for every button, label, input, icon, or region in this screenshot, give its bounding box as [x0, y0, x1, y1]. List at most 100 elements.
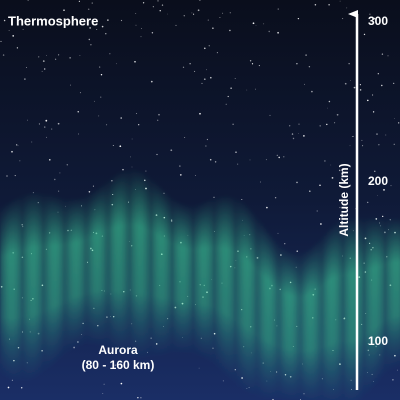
star	[135, 24, 137, 26]
star	[308, 65, 311, 68]
star	[54, 58, 57, 60]
star	[175, 24, 177, 26]
star	[100, 73, 103, 76]
aurora-ray	[117, 172, 120, 354]
star	[374, 170, 376, 172]
star	[377, 195, 379, 197]
aurora-ray	[228, 194, 231, 380]
star	[320, 223, 322, 225]
star	[328, 3, 330, 6]
star	[373, 17, 376, 20]
star	[114, 364, 116, 366]
aurora-ray	[45, 192, 48, 373]
aurora-ray	[372, 216, 375, 389]
star	[131, 166, 133, 168]
star	[303, 135, 305, 137]
star	[278, 156, 281, 159]
star	[101, 25, 104, 28]
star	[140, 27, 142, 29]
star	[24, 78, 26, 80]
star	[78, 133, 79, 135]
star	[372, 94, 374, 96]
aurora-ray	[18, 195, 21, 383]
aurora-ray	[21, 194, 24, 383]
aurora-ray	[300, 251, 303, 400]
aurora-ray	[222, 194, 225, 375]
star	[134, 60, 136, 63]
star	[334, 122, 336, 124]
aurora-ray	[156, 182, 159, 358]
aurora-ray	[123, 169, 126, 356]
star	[219, 16, 221, 19]
star	[346, 7, 348, 9]
star	[3, 19, 6, 22]
star	[109, 53, 111, 55]
aurora-ray	[360, 216, 363, 400]
star	[11, 150, 13, 153]
star	[78, 0, 80, 2]
star	[274, 197, 277, 199]
star	[16, 47, 19, 49]
star	[361, 139, 363, 141]
star	[396, 369, 398, 371]
star	[222, 380, 224, 382]
star	[195, 175, 196, 177]
aurora-ray	[6, 202, 9, 380]
star	[63, 9, 65, 12]
aurora-ray	[48, 193, 51, 370]
star	[348, 63, 350, 65]
aurora-ray	[345, 217, 348, 400]
star	[131, 138, 133, 140]
star	[296, 181, 298, 184]
star	[88, 191, 91, 193]
star	[112, 145, 114, 146]
aurora-ray	[354, 217, 357, 400]
star	[157, 119, 159, 121]
aurora-ray	[330, 225, 333, 400]
star	[369, 13, 371, 15]
aurora-ray	[96, 187, 99, 346]
star	[225, 103, 227, 105]
star	[319, 184, 321, 187]
aurora-ray	[177, 200, 180, 354]
star	[311, 90, 313, 93]
star	[363, 33, 366, 36]
star	[191, 12, 193, 14]
star	[350, 80, 351, 81]
star	[138, 124, 140, 126]
star	[90, 44, 92, 46]
star	[229, 12, 231, 14]
star	[207, 19, 209, 21]
star	[199, 0, 201, 1]
aurora-ray	[24, 193, 27, 383]
star	[235, 151, 237, 153]
star	[51, 128, 53, 130]
aurora-ray	[165, 191, 168, 356]
star	[22, 28, 24, 30]
aurora-ray	[246, 204, 249, 394]
star	[44, 126, 46, 128]
star	[198, 367, 200, 369]
star	[201, 82, 203, 84]
star	[2, 54, 5, 56]
aurora-ray	[78, 197, 81, 348]
aurora-ray	[102, 183, 105, 348]
star	[45, 119, 48, 122]
star	[157, 0, 159, 2]
aurora-ray	[294, 252, 297, 400]
star	[316, 210, 318, 212]
star	[352, 135, 354, 137]
aurora-ray	[87, 193, 90, 346]
aurora-ray	[285, 248, 288, 400]
aurora-ray	[195, 204, 198, 357]
star	[266, 206, 268, 209]
aurora-ray	[201, 202, 204, 359]
star	[151, 32, 154, 34]
star	[59, 172, 61, 174]
star	[26, 67, 27, 68]
aurora-ray	[174, 198, 177, 355]
star	[234, 78, 236, 80]
aurora-ray	[63, 197, 66, 357]
star	[54, 178, 56, 181]
